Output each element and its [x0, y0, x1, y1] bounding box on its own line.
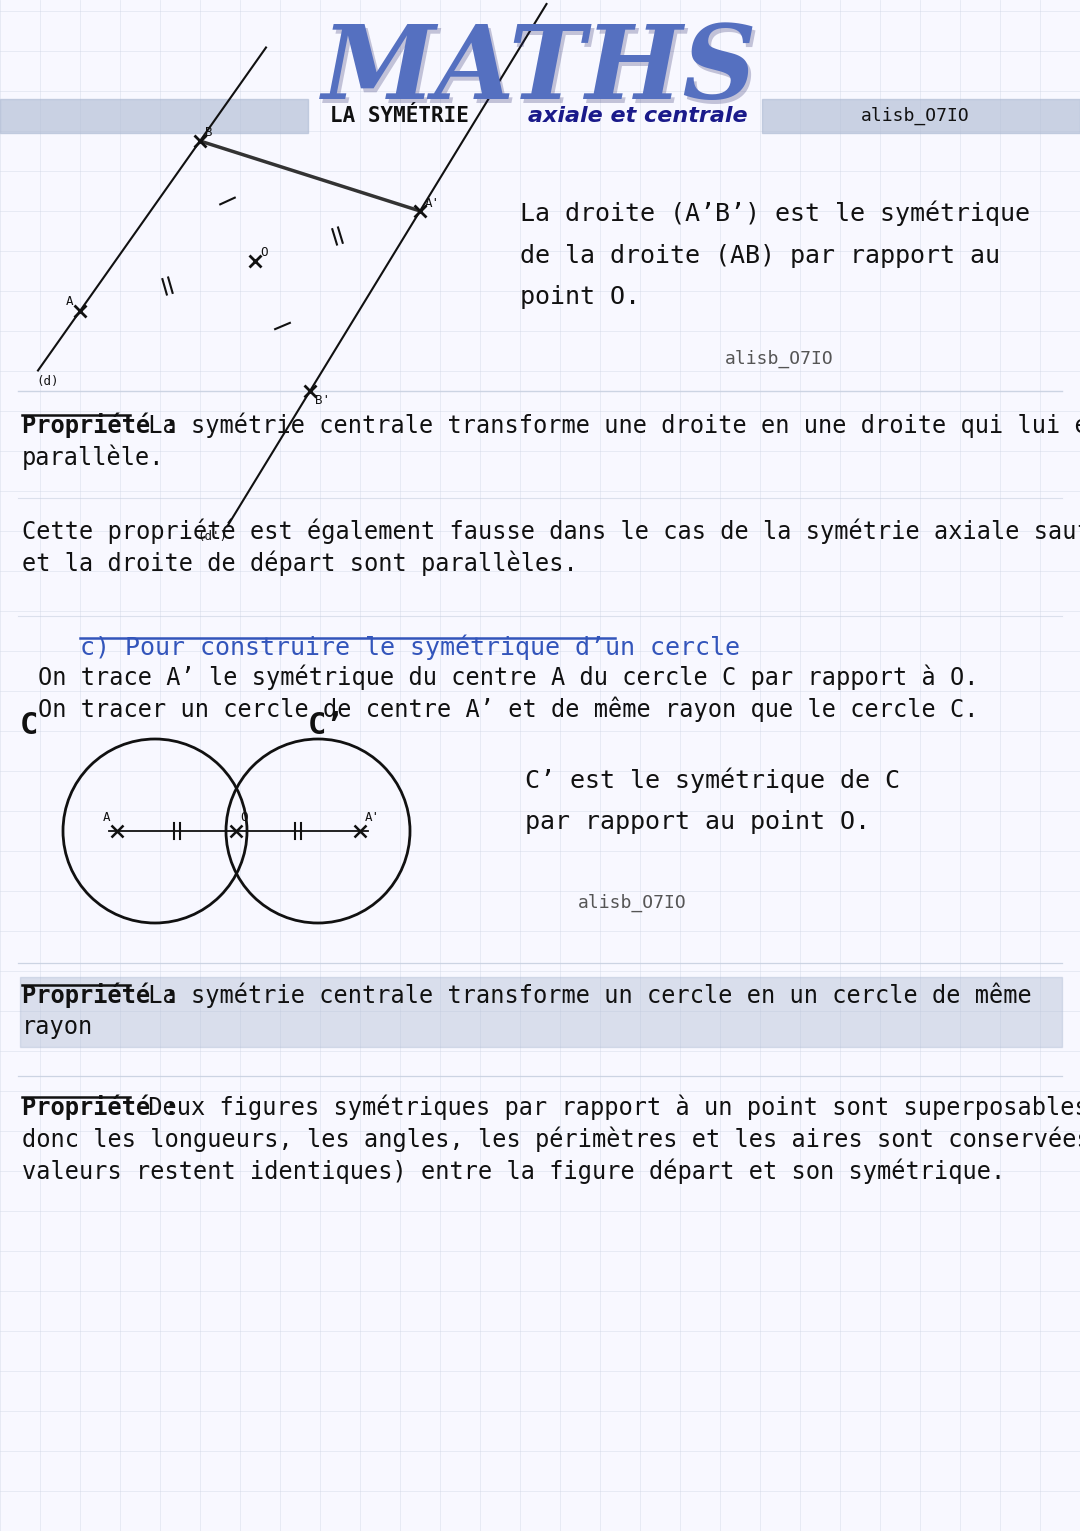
Text: A: A: [103, 811, 110, 824]
Text: alisb_O7IO: alisb_O7IO: [861, 107, 970, 126]
Bar: [21, 977, 1062, 1047]
Text: c) Pour construire le symétrique d’un cercle: c) Pour construire le symétrique d’un ce…: [80, 635, 740, 660]
Text: donc les longueurs, les angles, les périmètres et les aires sont conservées (les: donc les longueurs, les angles, les péri…: [22, 1127, 1080, 1153]
Bar: [762, 100, 1080, 133]
Text: A': A': [365, 811, 380, 824]
Text: MATHS: MATHS: [322, 21, 758, 121]
Text: LA SYMÉTRIE: LA SYMÉTRIE: [330, 106, 482, 126]
Text: La symétrie centrale transforme une droite en une droite qui lui est: La symétrie centrale transforme une droi…: [134, 413, 1080, 438]
Text: C: C: [21, 710, 39, 739]
Text: O: O: [240, 811, 247, 824]
Text: Propriété :: Propriété :: [22, 983, 179, 1009]
Text: C’: C’: [308, 710, 345, 739]
Text: La droite (A’B’) est le symétrique
de la droite (AB) par rapport au
point O.: La droite (A’B’) est le symétrique de la…: [519, 201, 1030, 309]
Text: C’ est le symétrique de C
par rapport au point O.: C’ est le symétrique de C par rapport au…: [525, 767, 900, 834]
Text: Propriété :: Propriété :: [22, 413, 179, 438]
Text: (d'): (d'): [198, 530, 228, 544]
Bar: [0, 100, 308, 133]
Text: Deux figures symétriques par rapport à un point sont superposables: Deux figures symétriques par rapport à u…: [134, 1095, 1080, 1121]
Text: Propriété :: Propriété :: [22, 1095, 179, 1121]
Text: B': B': [315, 393, 330, 407]
Text: alisb_O7IO: alisb_O7IO: [578, 894, 687, 912]
Text: B: B: [205, 126, 213, 139]
Text: parallèle.: parallèle.: [22, 446, 164, 470]
Text: A: A: [66, 295, 73, 308]
Text: On trace A’ le symétrique du centre A du cercle C par rapport à O.: On trace A’ le symétrique du centre A du…: [38, 664, 978, 690]
Text: alisb_O7IO: alisb_O7IO: [725, 351, 834, 367]
Text: La symétrie centrale transforme un cercle en un cercle de même: La symétrie centrale transforme un cercl…: [134, 983, 1031, 1009]
Text: O: O: [260, 246, 268, 259]
Text: A': A': [426, 197, 440, 210]
Text: rayon: rayon: [22, 1015, 93, 1040]
Text: et la droite de départ sont parallèles.: et la droite de départ sont parallèles.: [22, 551, 578, 577]
Text: Cette propriété est également fausse dans le cas de la symétrie axiale sauf si l: Cette propriété est également fausse dan…: [22, 519, 1080, 545]
Text: (d): (d): [36, 375, 58, 387]
Text: On tracer un cercle de centre A’ et de même rayon que le cercle C.: On tracer un cercle de centre A’ et de m…: [38, 697, 978, 723]
Text: MATHS: MATHS: [325, 24, 761, 124]
Text: valeurs restent identiques) entre la figure départ et son symétrique.: valeurs restent identiques) entre la fig…: [22, 1159, 1005, 1185]
Text: axiale et centrale: axiale et centrale: [528, 106, 747, 126]
